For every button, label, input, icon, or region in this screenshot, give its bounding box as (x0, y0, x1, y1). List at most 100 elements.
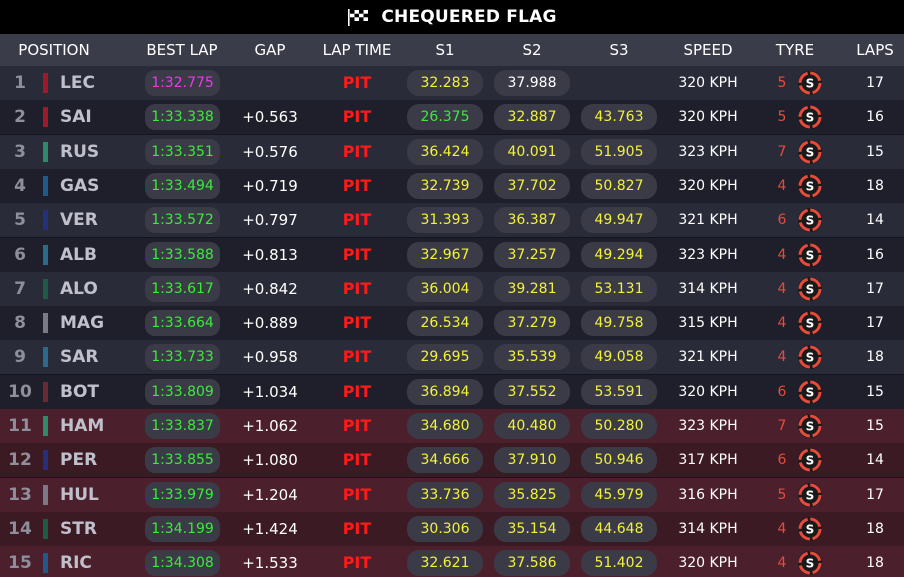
soft-tyre-icon: S (798, 551, 822, 576)
driver-code: PER (60, 450, 98, 471)
position-number: 13 (8, 484, 32, 505)
position-number: 10 (8, 381, 32, 402)
position-number: 2 (14, 107, 26, 128)
column-header-laps: LAPS (856, 41, 894, 59)
sector-3-time: 45.979 (581, 481, 657, 508)
position-number: 8 (14, 313, 26, 334)
laps-count: 15 (866, 143, 884, 160)
tyre-age: 4 (777, 555, 787, 572)
sector-2-time: 35.825 (494, 481, 570, 508)
tyre-age: 5 (777, 109, 787, 126)
soft-tyre-icon: S (798, 173, 822, 198)
gap-value: +0.958 (242, 348, 298, 367)
speed-value: 320 KPH (678, 383, 738, 400)
team-color-bar (43, 278, 48, 299)
table-row[interactable]: 14 STR 1:34.199 +1.424 PIT 30.306 35.154 44.648… (0, 511, 904, 546)
sector-2-time: 32.887 (494, 104, 570, 131)
speed-value: 320 KPH (678, 109, 738, 126)
tyre-compound-letter: S (806, 317, 815, 331)
best-lap-time: 1:32.775 (145, 70, 220, 96)
tyre-age: 6 (777, 452, 787, 469)
column-header-s1: S1 (435, 41, 455, 59)
team-color-bar (43, 73, 48, 93)
table-row[interactable]: 13 HUL 1:33.979 +1.204 PIT 33.736 35.825 45.979… (0, 477, 904, 512)
speed-value: 314 KPH (678, 520, 738, 537)
team-color-bar (43, 347, 48, 368)
column-header-tyre: TYRE (775, 41, 815, 59)
sector-2-time: 35.154 (494, 515, 570, 542)
tyre-age: 4 (777, 520, 787, 537)
table-row[interactable]: 15 RIC 1:34.308 +1.533 PIT 32.621 37.586 51.402… (0, 546, 904, 577)
best-lap-time: 1:33.733 (145, 344, 220, 371)
table-row[interactable]: 4 GAS 1:33.494 +0.719 PIT 32.739 37.702 50.827 3… (0, 168, 904, 203)
tyre-compound-letter: S (806, 77, 815, 91)
column-header-best-lap: BEST LAP (146, 41, 218, 59)
lap-time-status: PIT (342, 141, 372, 161)
column-header-s2: S2 (522, 41, 542, 59)
table-row[interactable]: 5 VER 1:33.572 +0.797 PIT 31.393 36.387 49.947 3… (0, 203, 904, 238)
driver-code: MAG (60, 313, 105, 334)
column-header-speed: SPEED (683, 41, 733, 59)
sector-3-time: 49.294 (581, 241, 657, 268)
lap-time-status: PIT (342, 73, 372, 92)
tyre-compound-letter: S (806, 557, 815, 571)
column-header-lap-time: LAP TIME (322, 41, 392, 59)
team-color-bar (43, 175, 48, 196)
laps-count: 14 (866, 452, 884, 469)
gap-value (235, 66, 305, 100)
driver-code: GAS (60, 175, 100, 196)
chequered-flag-icon (348, 8, 369, 26)
best-lap-time: 1:33.855 (145, 447, 220, 474)
tyre-compound-letter: S (806, 145, 815, 159)
tyre-compound-letter: S (806, 351, 815, 365)
tyre-age: 4 (777, 349, 787, 366)
table-row[interactable]: 2 SAI 1:33.338 +0.563 PIT 26.375 32.887 43.763 3… (0, 100, 904, 135)
team-color-bar (43, 107, 48, 128)
tyre-compound-letter: S (806, 385, 815, 399)
table-row[interactable]: 12 PER 1:33.855 +1.080 PIT 34.666 37.910 50.946… (0, 443, 904, 478)
sector-1-time: 26.375 (407, 104, 483, 131)
driver-code: BOT (60, 381, 100, 402)
speed-value: 321 KPH (678, 349, 738, 366)
sector-1-time: 36.004 (407, 275, 483, 302)
driver-code: ALO (60, 278, 98, 299)
sector-1-time: 32.739 (407, 172, 483, 199)
best-lap-time: 1:33.617 (145, 275, 220, 302)
laps-count: 15 (866, 418, 884, 434)
table-row[interactable]: 8 MAG 1:33.664 +0.889 PIT 26.534 37.279 49.758 3… (0, 306, 904, 341)
soft-tyre-icon: S (798, 379, 822, 404)
table-row[interactable]: 6 ALB 1:33.588 +0.813 PIT 32.967 37.257 49.294 3… (0, 237, 904, 272)
tyre-age: 7 (777, 418, 787, 434)
team-color-bar (43, 484, 48, 505)
table-row[interactable]: 11 HAM 1:33.837 +1.062 PIT 34.680 40.480 50.280… (0, 409, 904, 443)
table-row[interactable]: 9 SAR 1:33.733 +0.958 PIT 29.695 35.539 49.058 3… (0, 340, 904, 375)
position-number: 5 (14, 210, 26, 231)
gap-value: +0.889 (242, 314, 298, 333)
gap-value: +0.813 (242, 245, 298, 264)
table-row[interactable]: 7 ALO 1:33.617 +0.842 PIT 36.004 39.281 53.131 3… (0, 271, 904, 306)
speed-value: 323 KPH (678, 418, 738, 434)
team-color-bar (43, 518, 48, 539)
session-banner: CHEQUERED FLAG (0, 0, 904, 34)
soft-tyre-icon: S (798, 208, 822, 233)
gap-value: +1.424 (242, 519, 298, 538)
tyre-compound-letter: S (806, 420, 815, 434)
sector-2-time: 37.988 (494, 70, 570, 96)
driver-code: HUL (60, 484, 99, 505)
table-row[interactable]: 10 BOT 1:33.809 +1.034 PIT 36.894 37.552 53.591… (0, 374, 904, 409)
driver-code: SAI (60, 107, 92, 128)
best-lap-time: 1:34.199 (145, 515, 220, 542)
speed-value: 323 KPH (678, 143, 738, 160)
tyre-age: 6 (777, 383, 787, 400)
tyre-age: 4 (777, 177, 787, 194)
driver-code: HAM (60, 416, 105, 436)
tyre-compound-letter: S (806, 179, 815, 193)
laps-count: 15 (866, 383, 884, 400)
speed-value: 317 KPH (678, 452, 738, 469)
sector-2-time: 37.586 (494, 550, 570, 577)
tyre-age: 4 (777, 246, 787, 263)
position-number: 11 (8, 416, 32, 436)
table-row[interactable]: 3 RUS 1:33.351 +0.576 PIT 36.424 40.091 51.905 3… (0, 134, 904, 169)
gap-value: +0.563 (242, 108, 298, 127)
table-row[interactable]: 1 LEC 1:32.775 PIT 32.283 37.988 320 KPH 5 S 17 (0, 66, 904, 100)
